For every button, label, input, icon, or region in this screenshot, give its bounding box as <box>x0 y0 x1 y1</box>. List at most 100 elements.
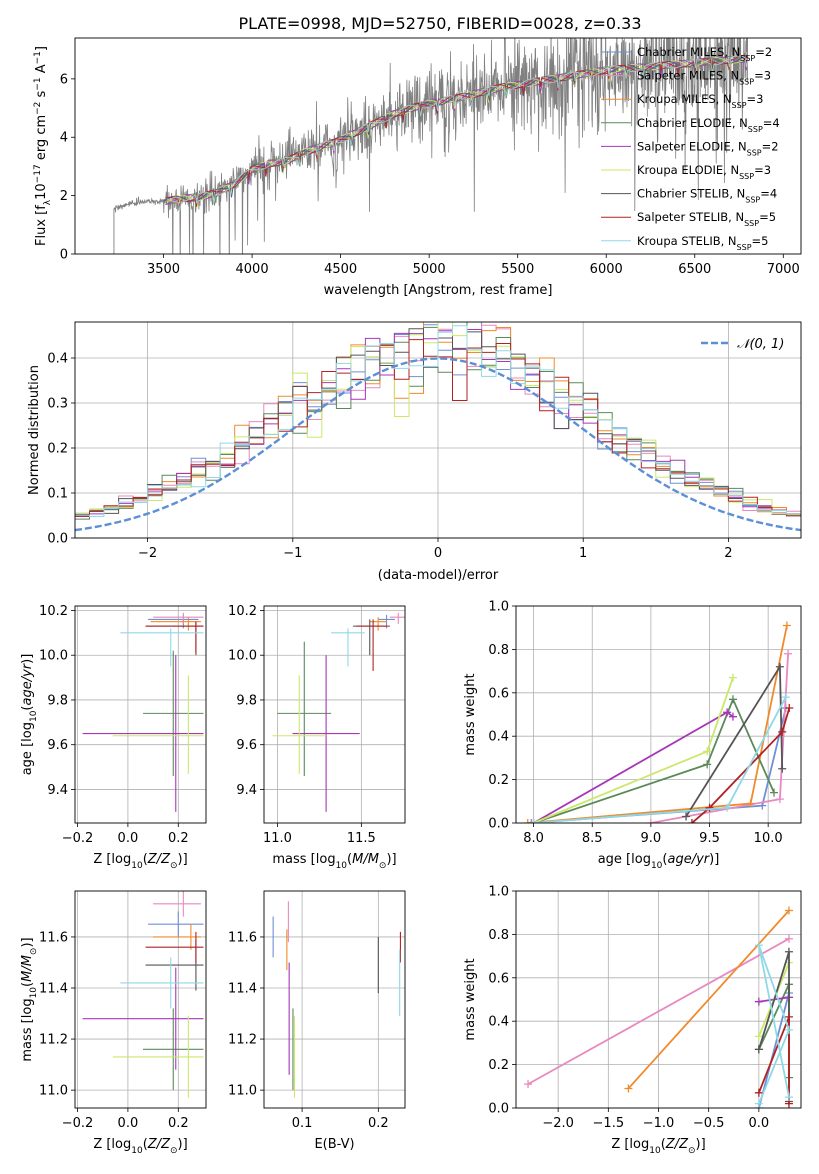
x-tick-label: 0 <box>434 546 442 561</box>
histogram-step <box>75 325 801 517</box>
weight-marker <box>770 788 779 797</box>
x-tick-label: −1.0 <box>643 1116 675 1131</box>
y-tick-label: 0.0 <box>488 1102 509 1117</box>
x-tick-label: 11.0 <box>263 831 292 846</box>
age_vs_Z-xlabel: Z [log10(Z/Z⊙)] <box>93 852 187 871</box>
legend-entry: Chabrier MILES, NSSP=2 <box>637 45 772 63</box>
y-tick-label: 9.4 <box>47 783 68 798</box>
spectrum-legend: Chabrier MILES, NSSP=2 Salpeter MILES, NS… <box>601 45 780 251</box>
weight_vs_Z-plot <box>524 906 793 1108</box>
mass_vs_Z-frame <box>74 890 207 1109</box>
weight_vs_age-axes: 8.0 8.5 9.0 9.5 10.0 0.0 0.2 0.4 0.6 0.8 1.0 <box>488 600 801 846</box>
age_vs_Z-axes: −0.2 0.0 0.2 9.4 9.6 9.8 10.0 10.2 <box>39 604 206 846</box>
y-tick-label: 11.0 <box>228 1084 257 1099</box>
x-tick-label: 0.1 <box>292 1116 313 1131</box>
y-tick-label: 0.4 <box>488 1015 509 1030</box>
weight_vs_age-xlabel: age [log10(age/yr)] <box>598 852 720 871</box>
y-tick-label: 6 <box>60 72 68 87</box>
y-tick-label: 11.2 <box>228 1033 257 1048</box>
x-tick-label: 0.0 <box>749 1116 770 1131</box>
age_vs_mass-axes: 11.0 11.5 9.4 9.6 9.8 10.0 10.2 <box>228 604 405 846</box>
age_vs_Z-frame <box>74 605 207 824</box>
x-tick-label: 0.2 <box>368 1116 389 1131</box>
age_vs_mass-xlabel: mass [log10(M/M⊙)] <box>272 852 396 871</box>
x-tick-label: −2 <box>138 546 157 561</box>
weight-series-line <box>533 677 734 823</box>
weight-marker <box>524 1080 533 1089</box>
mass_vs_Z-grid <box>75 891 206 1108</box>
weight-marker <box>781 693 790 702</box>
age_vs_mass-plot <box>272 612 405 812</box>
legend-entry: Kroupa ELODIE, NSSP=3 <box>637 163 771 181</box>
spectrum-axes: 3500 4000 4500 5000 5500 6000 6500 7000 0 2 4 6 <box>60 72 800 277</box>
weight-marker <box>782 621 791 630</box>
y-tick-label: 0.6 <box>488 686 509 701</box>
y-tick-label: 9.8 <box>47 693 68 708</box>
residuals-ylabel: Normed distribution <box>27 365 42 495</box>
weight-marker <box>785 703 794 712</box>
spectrum-ylabel: Flux [fλ10−17 erg cm−2 s−1 A−1] <box>33 46 53 246</box>
x-tick-label: 1 <box>579 546 587 561</box>
y-tick-label: 0.8 <box>488 643 509 658</box>
x-tick-label: 0.2 <box>168 831 189 846</box>
y-tick-label: 0.0 <box>488 817 509 832</box>
legend-entry: Chabrier STELIB, NSSP=4 <box>637 187 777 205</box>
y-tick-label: 4 <box>60 131 68 146</box>
x-tick-label: 9.5 <box>699 831 720 846</box>
spectrum-model-line <box>165 54 748 209</box>
weight-marker <box>728 673 737 682</box>
weight-marker <box>754 997 763 1006</box>
weight-marker <box>775 795 784 804</box>
y-tick-label: 2 <box>60 189 68 204</box>
weight-marker <box>529 819 538 823</box>
y-tick-label: 0.8 <box>488 928 509 943</box>
weight-series-line <box>691 707 791 823</box>
weight-marker <box>784 649 793 658</box>
weight_vs_Z-xlabel: Z [log10(Z/Z⊙)] <box>611 1137 705 1156</box>
x-tick-label: −0.2 <box>62 1116 94 1131</box>
weight_vs_age-grid <box>516 605 801 824</box>
y-tick-label: 0.4 <box>488 730 509 745</box>
weight-marker <box>703 760 712 769</box>
y-tick-label: 0.2 <box>47 442 68 457</box>
x-tick-label: 11.5 <box>347 831 376 846</box>
y-tick-label: 9.8 <box>236 693 257 708</box>
x-tick-label: 0.0 <box>118 831 139 846</box>
legend-entry: Chabrier ELODIE, NSSP=4 <box>637 116 780 134</box>
weight_vs_Z-axes: −2.0 −1.5 −1.0 −0.5 0.0 0.0 0.2 0.4 0.6 0.8 1.0 <box>488 885 801 1131</box>
weight-marker <box>784 934 793 943</box>
age_vs_mass-grid <box>264 606 405 823</box>
y-tick-label: 9.4 <box>236 783 257 798</box>
age_vs_Z-ylabel: age [log10(age/yr)] <box>20 654 39 776</box>
x-tick-label: −0.2 <box>62 831 94 846</box>
weight-marker <box>624 1084 633 1093</box>
y-tick-label: 11.4 <box>39 982 68 997</box>
weight-marker <box>754 1032 763 1041</box>
weight-marker <box>754 1099 763 1108</box>
legend-entry: Salpeter MILES, NSSP=3 <box>637 69 771 87</box>
mass_vs_Z-xlabel: Z [log10(Z/Z⊙)] <box>93 1137 187 1156</box>
weight-marker <box>754 1088 763 1097</box>
x-tick-label: 2 <box>724 546 732 561</box>
weight-marker <box>754 1045 763 1054</box>
weight-marker <box>728 695 737 704</box>
weight-marker <box>784 1012 793 1021</box>
x-tick-label: 7000 <box>767 262 800 277</box>
x-tick-label: 0.0 <box>118 1116 139 1131</box>
legend-entry: 𝒩(0, 1) <box>737 337 784 352</box>
legend-entry: Salpeter STELIB, NSSP=5 <box>637 210 776 228</box>
weight-marker <box>784 906 793 915</box>
weight-marker <box>646 819 655 823</box>
spectrum-xlabel: wavelength [Angstrom, rest frame] <box>324 283 553 298</box>
weight-marker <box>687 819 696 823</box>
weight-marker <box>523 819 532 823</box>
x-tick-label: 4500 <box>324 262 357 277</box>
y-tick-label: 0.4 <box>47 352 68 367</box>
spectrum-model-line <box>166 57 749 210</box>
page-title: PLATE=0998, MJD=52750, FIBERID=0028, z=0… <box>238 14 641 33</box>
spectrum-frame <box>74 37 802 255</box>
y-tick-label: 11.4 <box>228 982 257 997</box>
mass_vs_ebv-plot <box>272 901 401 1098</box>
x-tick-label: 3500 <box>147 262 180 277</box>
